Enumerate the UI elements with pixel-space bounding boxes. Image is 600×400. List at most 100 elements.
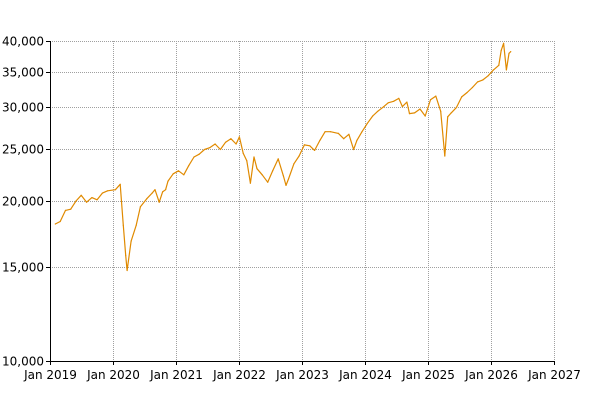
data-point [183,174,185,176]
data-point [366,122,368,124]
data-point [238,136,240,138]
data-point [267,181,269,183]
data-point [348,133,350,135]
data-point [329,131,332,133]
data-point [107,190,109,192]
data-point [101,192,103,194]
data-point [126,269,128,272]
data-point [225,141,227,143]
data-point [188,165,190,167]
x-tick-label-8: Jan 2027 [527,368,581,382]
data-point [466,91,468,94]
data-point [419,108,421,110]
data-point [165,189,167,191]
data-point [482,79,484,81]
data-point [80,194,82,196]
data-point [119,183,121,185]
data-point [406,101,408,103]
data-point [503,42,505,44]
series-line-0 [55,42,512,272]
data-point [500,49,502,52]
x-tick-label-4: Jan 2023 [275,368,329,382]
data-point [450,112,452,114]
data-point [377,110,379,112]
data-point [256,168,258,170]
data-point [414,112,416,114]
data-point [114,189,116,191]
data-point [508,52,510,55]
data-point [319,139,321,141]
data-point [435,95,437,97]
data-point [398,97,400,99]
data-point [505,69,507,71]
data-point [249,182,251,184]
data-point [455,106,458,108]
x-tick-label-3: Jan 2022 [212,368,266,382]
data-point [261,174,263,176]
data-point [492,69,495,71]
data-point [91,197,93,199]
data-point [214,143,216,145]
data-point [125,254,127,256]
data-point [353,148,355,151]
data-point [158,201,160,203]
series-group [54,42,512,272]
data-point [135,224,137,226]
data-point [277,158,279,160]
data-point [401,106,403,108]
tick-labels: 10,000 15,000 20,000 25,000 30,000 35,000 40,0… [2,35,581,383]
data-point [177,170,180,172]
data-point [59,220,61,223]
data-point [324,131,326,133]
data-point [487,75,489,77]
y-tick-label-5: 35,000 [2,66,44,80]
y-tick-label-0: 10,000 [2,355,44,369]
data-point [64,209,67,211]
data-point [303,144,305,146]
data-point [272,170,274,172]
data-point [287,178,290,180]
x-tick-label-2: Jan 2021 [149,368,203,382]
data-point [447,116,449,118]
y-tick-label-1: 15,000 [2,261,44,275]
data-point [146,198,148,200]
data-point [444,155,446,157]
data-point [298,155,300,157]
data-point [361,131,363,133]
data-point [440,110,442,112]
data-point [510,51,512,53]
data-point [203,148,206,151]
data-point [193,156,195,158]
data-point [393,100,395,102]
data-point [70,208,72,210]
y-tick-label-4: 30,000 [2,101,44,115]
data-point [429,99,432,101]
data-point [235,143,237,145]
data-point [246,160,248,162]
grid-lines [50,41,555,362]
data-point [75,200,77,202]
data-point [242,152,244,154]
y-tick-label-3: 25,000 [2,143,44,157]
y-tick-label-6: 40,000 [2,35,44,49]
data-point [167,180,169,182]
data-point [139,206,141,208]
x-tick-label-6: Jan 2025 [401,368,455,382]
data-point [130,240,132,242]
data-point [209,147,211,149]
data-point [122,224,124,226]
data-point [383,106,385,108]
data-point [293,163,295,165]
data-point [471,86,473,89]
data-point [154,189,156,191]
data-point [424,115,426,117]
data-point [387,102,389,104]
data-point [54,223,56,225]
data-point [309,145,311,147]
data-point [356,139,358,141]
data-point [151,192,153,194]
data-point [230,138,232,140]
x-tick-label-1: Jan 2020 [86,368,140,382]
x-tick-label-0: Jan 2019 [23,368,77,382]
